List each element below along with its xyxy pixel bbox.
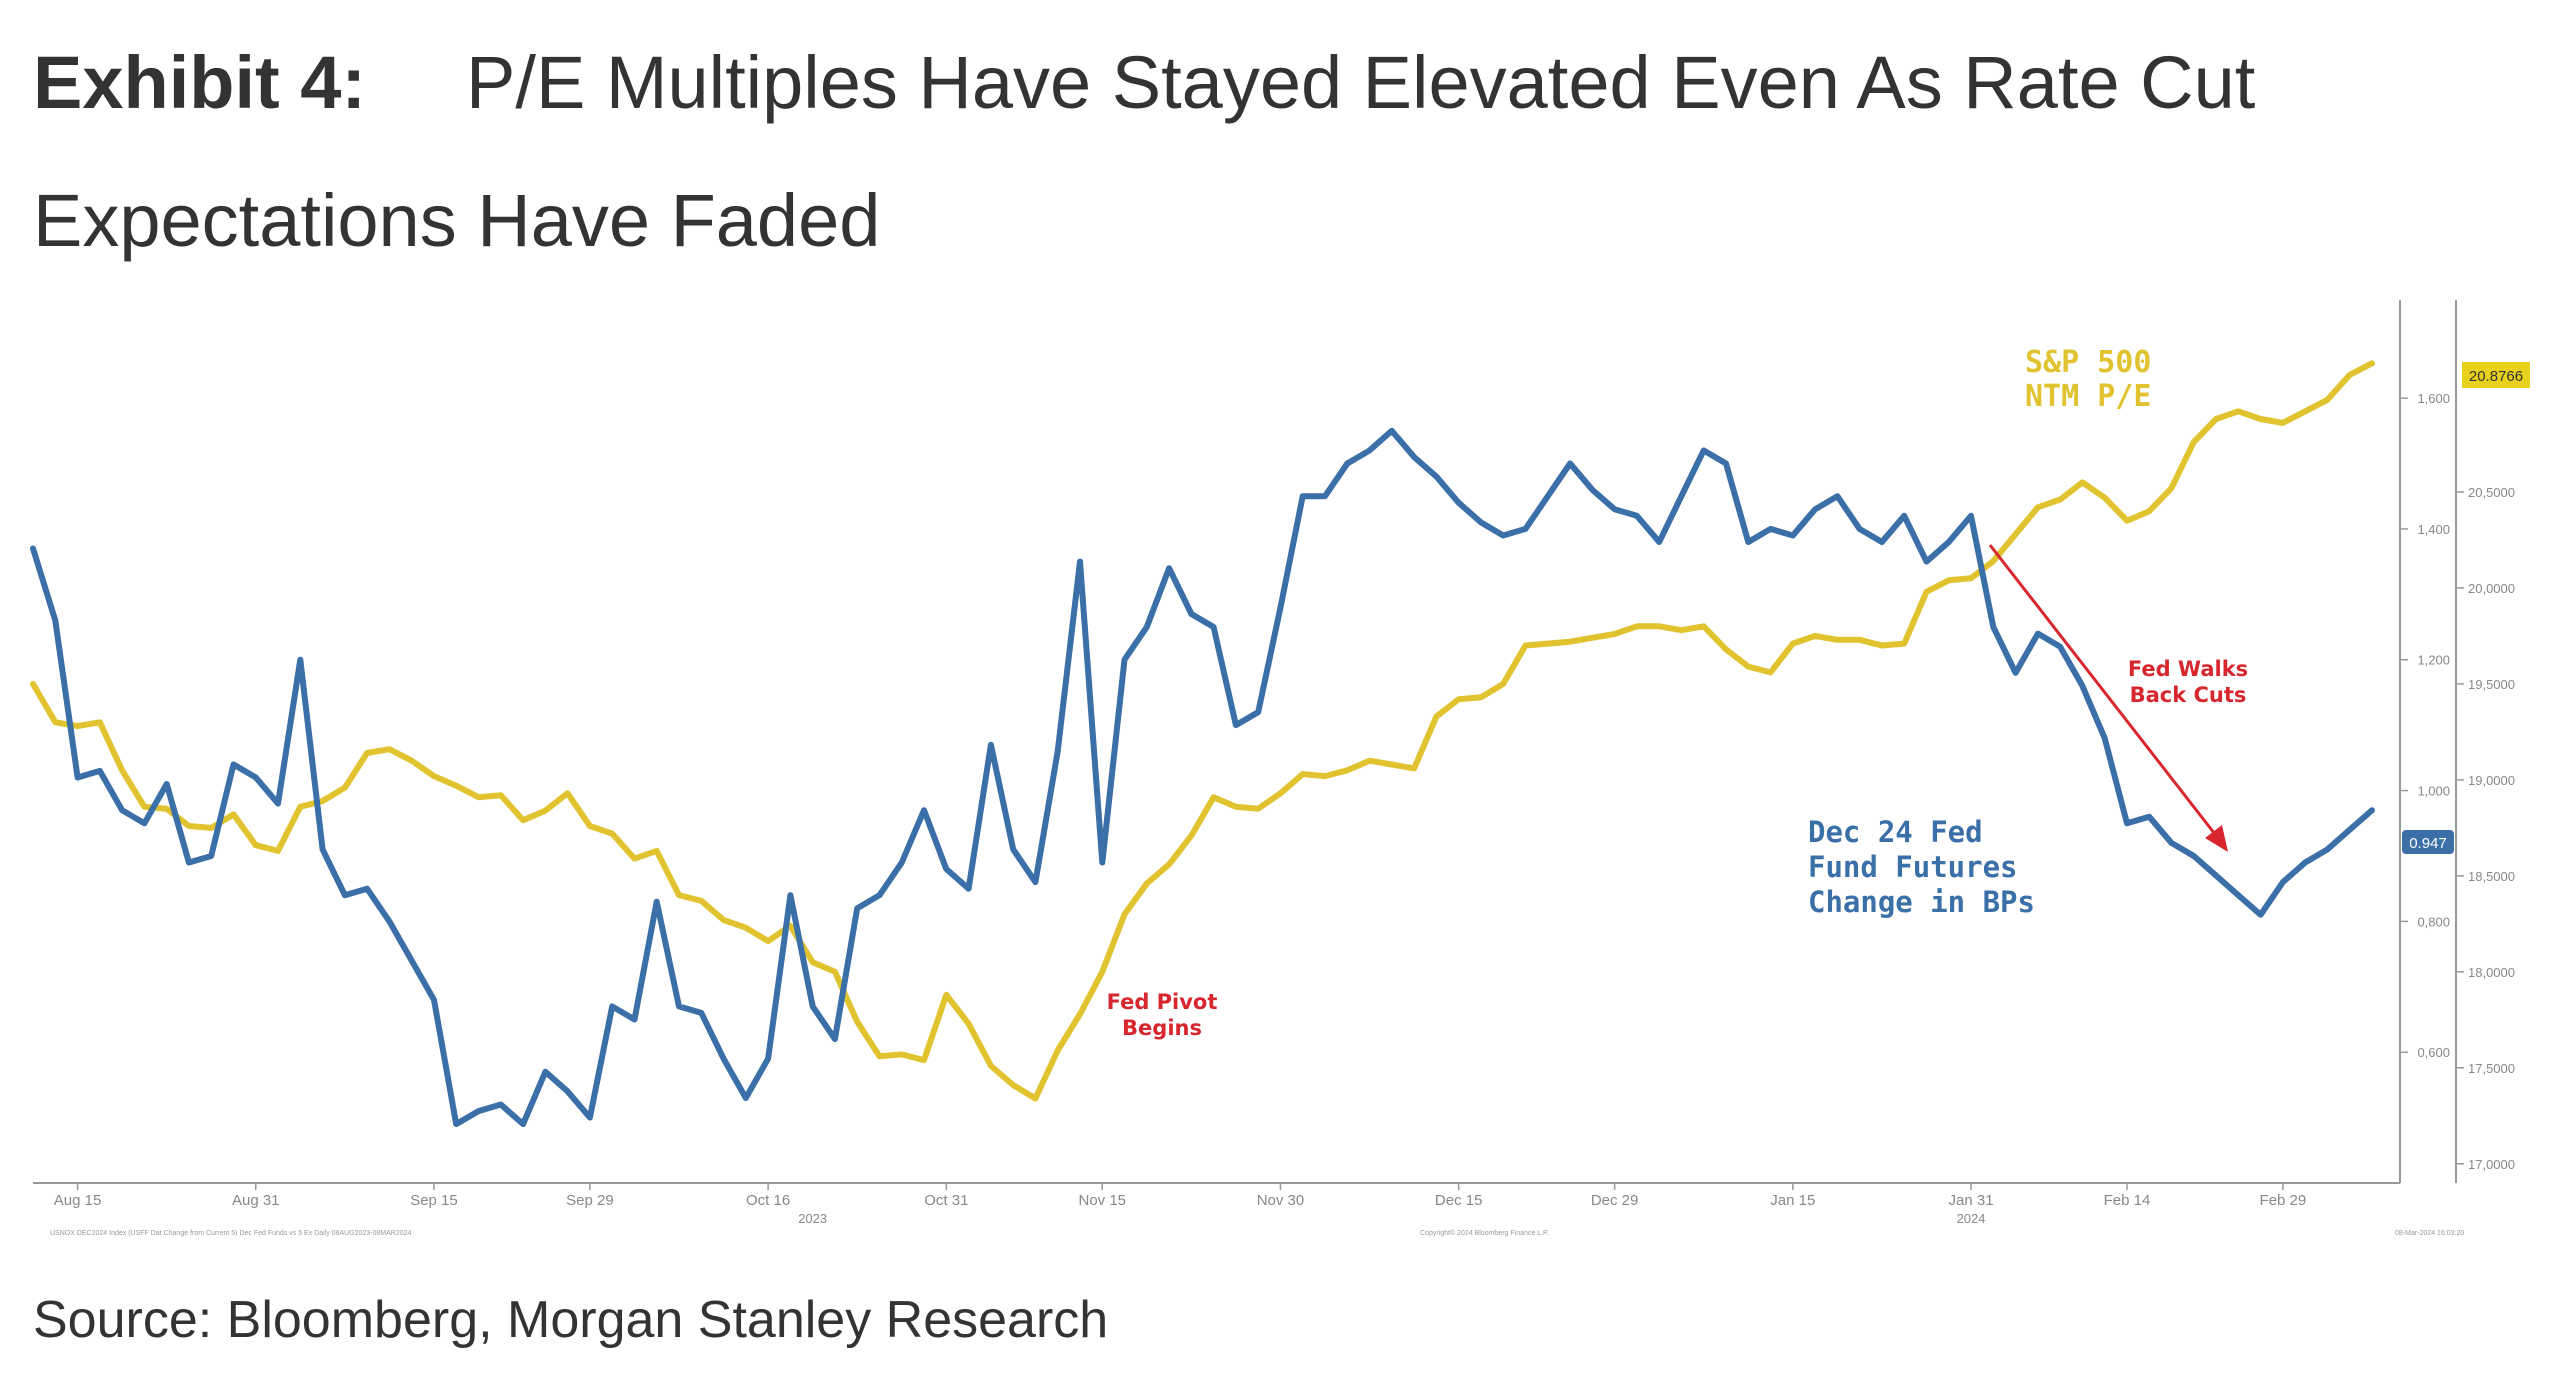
svg-text:Back Cuts: Back Cuts (2130, 683, 2247, 707)
fed-last-value-tag: 0.947 (2402, 830, 2454, 854)
left-tick-label: 1,600 (2417, 391, 2450, 406)
right-tick-label: 19,0000 (2468, 773, 2515, 788)
left-tick-label: 0,800 (2417, 914, 2450, 929)
source-note: Source: Bloomberg, Morgan Stanley Resear… (33, 1291, 1109, 1349)
right-tick-label: 20,0000 (2468, 581, 2515, 596)
x-axis-ticks: Aug 15 Aug 31 Sep 15 Sep 29 Oct 16 Oct 31 Nov … (54, 1183, 2306, 1226)
chart-title: Exhibit 4: P/E Multiples Have Stayed Elev… (33, 14, 2513, 290)
x-tick-label: Aug 15 (54, 1192, 102, 1209)
right-tick-label: 19,5000 (2468, 677, 2515, 692)
x-tick-label: Feb 29 (2260, 1192, 2307, 1209)
right-axis-ticks: 20,5000 20,0000 19,5000 19,0000 18,5000 18,00… (2456, 485, 2515, 1172)
fed-walks-arrow (1988, 544, 2228, 852)
x-year-label: 2024 (1957, 1211, 1986, 1226)
right-tick-label: 18,0000 (2468, 965, 2515, 980)
sp500-pe-annotation: S&P 500 NTM P/E (2025, 345, 2151, 414)
x-tick-label: Oct 16 (746, 1192, 790, 1209)
right-tick-label: 18,5000 (2468, 869, 2515, 884)
x-tick-label: Nov 15 (1078, 1192, 1126, 1209)
svg-text:Begins: Begins (1122, 1016, 1202, 1040)
x-tick-label: Jan 31 (1949, 1192, 1994, 1209)
svg-text:Fund Futures: Fund Futures (1808, 850, 2018, 884)
svg-text:Change in BPs: Change in BPs (1808, 885, 2035, 919)
svg-text:Fed Walks: Fed Walks (2128, 657, 2248, 681)
chart-footer-left: USNOX DEC2024 Index (USFF Dat Change fro… (50, 1230, 412, 1237)
svg-text:20.8766: 20.8766 (2469, 368, 2523, 385)
x-tick-label: Feb 14 (2104, 1192, 2151, 1209)
x-tick-label: Oct 31 (924, 1192, 968, 1209)
x-tick-label: Dec 15 (1435, 1192, 1483, 1209)
left-tick-label: 0,600 (2417, 1045, 2450, 1060)
fed-futures-annotation: Dec 24 Fed Fund Futures Change in BPs (1808, 815, 2035, 919)
x-tick-label: Sep 29 (566, 1192, 614, 1209)
left-tick-label: 1,200 (2417, 653, 2450, 668)
left-tick-label: 1,000 (2417, 784, 2450, 799)
svg-text:S&P 500: S&P 500 (2025, 345, 2151, 380)
x-tick-label: Sep 15 (410, 1192, 458, 1209)
fed-pivot-annotation: Fed Pivot Begins (1107, 990, 1218, 1040)
svg-text:Fed Pivot: Fed Pivot (1107, 990, 1218, 1014)
chart-footer-center: Copyright© 2024 Bloomberg Finance L.P. (1420, 1229, 1549, 1237)
svg-text:0.947: 0.947 (2409, 835, 2447, 852)
fed-walks-annotation: Fed Walks Back Cuts (2128, 657, 2248, 707)
x-year-label: 2023 (798, 1211, 827, 1226)
right-tick-label: 20,5000 (2468, 485, 2515, 500)
x-tick-label: Nov 30 (1257, 1192, 1305, 1209)
svg-text:NTM P/E: NTM P/E (2025, 379, 2151, 414)
exhibit-label: Exhibit 4: (33, 41, 367, 124)
x-tick-label: Jan 15 (1770, 1192, 1815, 1209)
sp500-pe-line (30, 360, 2375, 1102)
right-tick-label: 17,5000 (2468, 1061, 2515, 1076)
right-tick-label: 17,0000 (2468, 1157, 2515, 1172)
chart-footer-right: 08-Mar-2024 16:03:20 (2395, 1230, 2464, 1237)
sp500-last-value-tag: 20.8766 (2462, 362, 2530, 388)
left-axis-ticks: 1,600 1,400 1,200 1,000 0,800 0,600 (2400, 391, 2450, 1060)
svg-text:Dec 24 Fed: Dec 24 Fed (1808, 815, 1983, 849)
x-tick-label: Dec 29 (1591, 1192, 1639, 1209)
exhibit-title: P/E Multiples Have Stayed Elevated Even … (33, 41, 2256, 262)
fed-futures-line (30, 427, 2375, 1128)
left-tick-label: 1,400 (2417, 522, 2450, 537)
x-tick-label: Aug 31 (232, 1192, 280, 1209)
